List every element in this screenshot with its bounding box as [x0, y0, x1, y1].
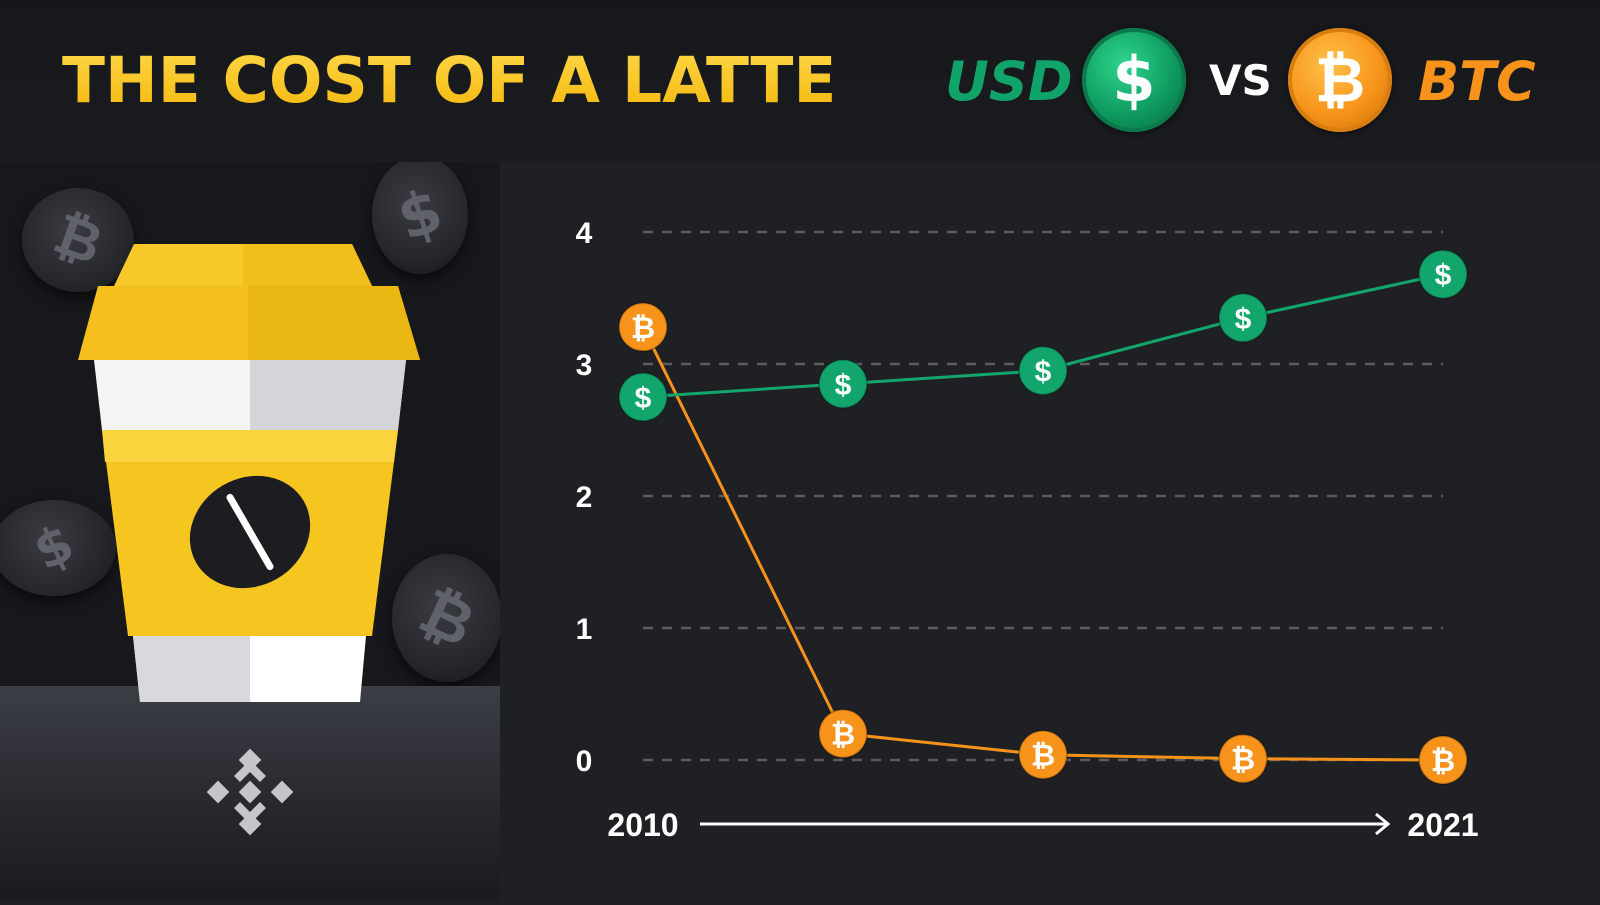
usd-data-point: $ — [618, 372, 668, 422]
btc-data-point: ₿ — [618, 302, 668, 353]
vs-label: VS — [1209, 56, 1272, 105]
x-start-label: 2010 — [607, 807, 678, 843]
dollar-coin-icon: $ — [372, 162, 468, 274]
y-tick-label: 2 — [576, 481, 593, 514]
x-axis-arrowhead — [1375, 812, 1391, 836]
usd-data-point: $ — [1018, 345, 1068, 396]
btc-marker-symbol: ₿ — [831, 719, 855, 752]
header-bar: THE COST OF A LATTE USD $ VS ₿ BTC — [0, 0, 1600, 162]
latte-cup-icon — [78, 244, 420, 702]
btc-data-point: ₿ — [1418, 735, 1468, 785]
usd-data-point: $ — [818, 358, 868, 409]
bitcoin-coin-icon: ₿ — [1288, 28, 1392, 132]
y-tick-label: 4 — [576, 217, 593, 250]
btc-data-point: ₿ — [1218, 733, 1268, 784]
btc-marker-symbol: ₿ — [1231, 744, 1255, 777]
x-end-label: 2021 — [1407, 807, 1478, 843]
y-tick-label: 1 — [576, 613, 593, 646]
chart-area: 0 1 2 3 4 2010 2021 ₿ ₿ ₿ ₿ ₿ $ $ $ $ $ — [500, 162, 1600, 900]
line-chart: 0 1 2 3 4 2010 2021 ₿ ₿ ₿ ₿ ₿ $ $ $ $ $ — [576, 217, 1479, 843]
btc-marker-symbol: ₿ — [631, 312, 655, 345]
btc-data-point: ₿ — [1018, 729, 1068, 780]
dollar-coin-icon: $ — [0, 500, 116, 596]
btc-data-point: ₿ — [818, 708, 868, 759]
page-title: THE COST OF A LATTE — [62, 44, 837, 117]
dollar-coin-icon: $ — [1082, 28, 1186, 132]
usd-data-point: $ — [1218, 292, 1268, 343]
usd-marker-symbol: $ — [1235, 303, 1252, 336]
bitcoin-coin-icon: ₿ — [22, 188, 134, 292]
dollar-symbol: $ — [1112, 43, 1156, 116]
usd-marker-symbol: $ — [1435, 259, 1452, 292]
usd-marker-symbol: $ — [1035, 356, 1052, 389]
y-tick-label: 0 — [576, 745, 593, 778]
btc-marker-symbol: ₿ — [1431, 745, 1455, 778]
illustration-panel: ₿ $ $ ₿ — [0, 162, 500, 900]
usd-marker-symbol: $ — [635, 382, 652, 415]
btc-marker-symbol: ₿ — [1031, 740, 1055, 773]
bitcoin-coin-icon: ₿ — [392, 554, 500, 682]
bitcoin-symbol: ₿ — [1314, 43, 1366, 116]
y-tick-label: 3 — [576, 349, 593, 382]
usd-data-point: $ — [1418, 249, 1468, 300]
coffee-bean-icon — [189, 475, 311, 589]
usd-marker-symbol: $ — [835, 369, 852, 402]
btc-label: BTC — [1418, 50, 1536, 113]
binance-logo-icon — [206, 748, 294, 836]
usd-label: USD — [945, 50, 1073, 113]
